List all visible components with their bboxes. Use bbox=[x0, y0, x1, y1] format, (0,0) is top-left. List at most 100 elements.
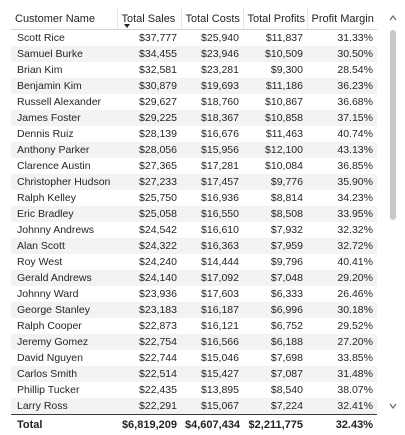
total-profits-cell: $10,858 bbox=[243, 110, 307, 126]
total-sales-cell: $24,322 bbox=[117, 238, 181, 254]
total-profits-cell: $8,814 bbox=[243, 190, 307, 206]
customer-name-cell: Brian Kim bbox=[11, 62, 117, 78]
customer-name-cell: Alan Scott bbox=[11, 238, 117, 254]
total-costs-cell: $14,444 bbox=[181, 254, 243, 270]
total-profits-cell: $6,996 bbox=[243, 302, 307, 318]
profit-margin-cell: 30.50% bbox=[307, 46, 377, 62]
total-sales-cell: $25,750 bbox=[117, 190, 181, 206]
total-profits-cell: $10,509 bbox=[243, 46, 307, 62]
total-profits-cell: $7,048 bbox=[243, 270, 307, 286]
total-sales-cell: $27,365 bbox=[117, 158, 181, 174]
total-sales-cell: $25,058 bbox=[117, 206, 181, 222]
column-header-profit-margin[interactable]: Profit Margin bbox=[307, 8, 377, 30]
customer-name-cell: Dennis Ruiz bbox=[11, 126, 117, 142]
customer-name-cell: Larry Ross bbox=[11, 398, 117, 415]
total-costs-cell: $18,760 bbox=[181, 94, 243, 110]
customer-name-cell: Ralph Cooper bbox=[11, 318, 117, 334]
total-costs-cell: $15,067 bbox=[181, 398, 243, 415]
total-profits-cell: $7,698 bbox=[243, 350, 307, 366]
customer-name-cell: Phillip Tucker bbox=[11, 382, 117, 398]
profit-margin-cell: 33.85% bbox=[307, 350, 377, 366]
total-costs-cell: $16,550 bbox=[181, 206, 243, 222]
total-sales-cell: $29,225 bbox=[117, 110, 181, 126]
customer-name-cell: Russell Alexander bbox=[11, 94, 117, 110]
profit-margin-cell: 29.20% bbox=[307, 270, 377, 286]
total-sales-cell: $22,291 bbox=[117, 398, 181, 415]
customer-name-cell: Johnny Ward bbox=[11, 286, 117, 302]
customer-name-cell: Clarence Austin bbox=[11, 158, 117, 174]
profit-margin-cell: 40.74% bbox=[307, 126, 377, 142]
column-header-total-profits[interactable]: Total Profits bbox=[243, 8, 307, 30]
customer-name-cell: Samuel Burke bbox=[11, 46, 117, 62]
total-profits-cell: $8,540 bbox=[243, 382, 307, 398]
header-row: Customer Name Total Sales Total Costs To… bbox=[11, 8, 377, 30]
total-profits-cell: $9,776 bbox=[243, 174, 307, 190]
total-sales-cell: $23,183 bbox=[117, 302, 181, 318]
total-costs-cell: $16,363 bbox=[181, 238, 243, 254]
profit-margin-cell: 32.41% bbox=[307, 398, 377, 415]
chevron-down-icon[interactable] bbox=[389, 402, 397, 410]
profit-margin-cell: 36.68% bbox=[307, 94, 377, 110]
total-sales-cell: $28,056 bbox=[117, 142, 181, 158]
total-sales-cell: $34,455 bbox=[117, 46, 181, 62]
profit-margin-cell: 27.20% bbox=[307, 334, 377, 350]
total-costs-cell: $17,092 bbox=[181, 270, 243, 286]
total-costs-cell: $19,693 bbox=[181, 78, 243, 94]
total-sales-cell: $22,744 bbox=[117, 350, 181, 366]
total-costs-cell: $15,046 bbox=[181, 350, 243, 366]
total-row: Total $6,819,209 $4,607,434 $2,211,775 3… bbox=[11, 415, 377, 435]
total-sales-cell: $24,240 bbox=[117, 254, 181, 270]
column-header-customer-name[interactable]: Customer Name bbox=[11, 8, 117, 30]
scrollbar-thumb[interactable] bbox=[390, 30, 396, 220]
total-costs-cell: $23,281 bbox=[181, 62, 243, 78]
total-sales-cell: $22,754 bbox=[117, 334, 181, 350]
total-profits-cell: $7,087 bbox=[243, 366, 307, 382]
total-profits-cell: $6,188 bbox=[243, 334, 307, 350]
chevron-up-icon[interactable] bbox=[389, 14, 397, 22]
total-profits-cell: $9,796 bbox=[243, 254, 307, 270]
profit-margin-cell: 38.07% bbox=[307, 382, 377, 398]
profit-margin-cell: 43.13% bbox=[307, 142, 377, 158]
customer-name-cell: Gerald Andrews bbox=[11, 270, 117, 286]
vertical-scrollbar[interactable] bbox=[388, 8, 398, 410]
total-costs-cell: $17,281 bbox=[181, 158, 243, 174]
customer-name-cell: James Foster bbox=[11, 110, 117, 126]
total-profits-cell: $7,932 bbox=[243, 222, 307, 238]
total-sales-cell: $29,627 bbox=[117, 94, 181, 110]
total-costs-cell: $16,187 bbox=[181, 302, 243, 318]
total-costs-cell: $16,121 bbox=[181, 318, 243, 334]
customer-name-cell: Eric Bradley bbox=[11, 206, 117, 222]
column-header-total-costs[interactable]: Total Costs bbox=[181, 8, 243, 30]
customer-name-cell: George Stanley bbox=[11, 302, 117, 318]
customer-name-cell: Jeremy Gomez bbox=[11, 334, 117, 350]
column-header-total-sales[interactable]: Total Sales bbox=[117, 8, 181, 30]
total-profits-cell: $8,508 bbox=[243, 206, 307, 222]
total-label: Total bbox=[11, 415, 117, 435]
total-sales-cell: $24,542 bbox=[117, 222, 181, 238]
profit-margin-cell: 34.23% bbox=[307, 190, 377, 206]
